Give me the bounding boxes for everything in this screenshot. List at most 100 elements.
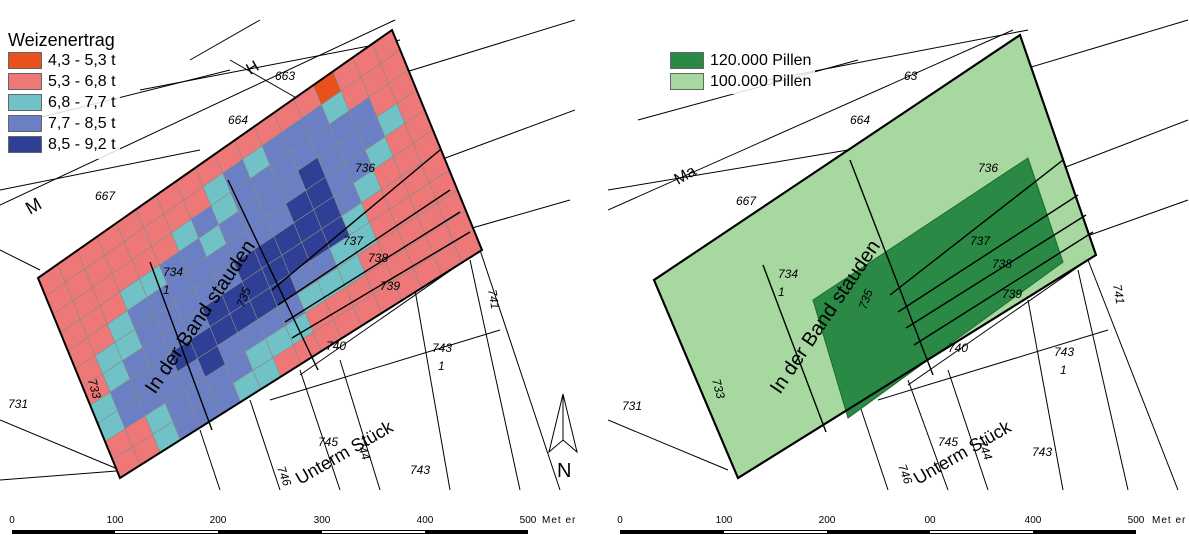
parcel-label: 746 — [274, 464, 294, 488]
street-name-label: Unterm Stück — [910, 416, 1015, 488]
cadastral-lines — [0, 19, 575, 490]
north-label: N — [557, 460, 572, 482]
legend-swatch — [8, 94, 42, 111]
parcel-label: 744 — [975, 438, 995, 462]
yield-legend-item: 4,3 - 5,3 t — [8, 50, 116, 71]
street-name-label: M — [22, 194, 45, 219]
north-arrow-icon — [548, 393, 578, 454]
parcel-label: 745 — [938, 435, 958, 449]
scale-unit-label: Met er — [542, 515, 577, 526]
parcel-label: 743 — [1054, 345, 1074, 359]
scale-unit-label: Met er — [1152, 515, 1187, 526]
parcel-label: 736 — [355, 161, 375, 175]
parcel-label: 741 — [1110, 283, 1127, 305]
street-name-label: H — [244, 58, 263, 79]
scale-tick-label: 200 — [818, 515, 836, 526]
scale-tick-label: 400 — [416, 515, 434, 526]
parcel-label: 743 — [432, 341, 452, 355]
parcel-label: 667 — [95, 189, 116, 203]
parcel-label: 734 — [778, 267, 798, 281]
yield-legend-title: Weizenertrag — [8, 30, 115, 50]
parcel-label: 738 — [368, 251, 388, 265]
seed-legend-item: 120.000 Pillen — [670, 50, 811, 71]
legend-label: 100.000 Pillen — [710, 72, 812, 90]
parcel-label: 63 — [904, 69, 918, 83]
parcel-label: 745 — [318, 435, 338, 449]
street-name-label: Unterm Stück — [292, 416, 397, 488]
parcel-label: 731 — [8, 397, 28, 411]
parcel-label: 743 — [1032, 445, 1052, 459]
legend-swatch — [670, 73, 704, 90]
parcel-label: 731 — [622, 399, 642, 413]
parcel-label: 740 — [948, 341, 968, 355]
yield-legend-item: 7,7 - 8,5 t — [8, 113, 116, 134]
yield-legend-item: 8,5 - 9,2 t — [8, 134, 116, 155]
parcel-label: 735 — [234, 285, 254, 309]
yield-grid — [38, 30, 482, 478]
parcel-lines — [149, 149, 471, 431]
legend-label: 5,3 - 6,8 t — [48, 72, 116, 90]
parcel-label: 744 — [353, 438, 373, 462]
parcel-label: 738 — [992, 257, 1012, 271]
yield-legend-item: 5,3 - 6,8 t — [8, 71, 116, 92]
right-scale-bar: 0 100 200 00 400 500 Met er — [617, 515, 1188, 535]
parcel-label: 1 — [1060, 363, 1067, 377]
parcel-label: 663 — [275, 69, 295, 83]
parcel-label: 734 — [163, 265, 183, 279]
scale-tick-label: 400 — [1024, 515, 1042, 526]
parcel-label: 735 — [856, 287, 876, 311]
parcel-label: 737 — [343, 234, 364, 248]
parcel-label: 739 — [1002, 287, 1022, 301]
parcel-label: 1 — [163, 283, 170, 297]
scale-tick-label: 300 — [313, 515, 331, 526]
legend-label: 8,5 - 9,2 t — [48, 135, 116, 153]
high-rate-zone — [812, 157, 1064, 419]
seed-legend: 120.000 Pillen 100.000 Pillen — [666, 48, 816, 94]
parcel-label: 664 — [850, 113, 870, 127]
parcel-label: 741 — [485, 288, 502, 310]
parcel-label: 1 — [438, 359, 445, 373]
scale-tick-label: 200 — [209, 515, 227, 526]
wheat-yield-map: 663 664 667 734 1 736 737 738 739 740 735 743 1 741 74… — [0, 19, 575, 490]
legend-swatch — [8, 136, 42, 153]
parcel-label: 667 — [736, 194, 757, 208]
parcel-label: 1 — [778, 285, 785, 299]
left-scale-bar: 0 100 200 300 400 500 Met er — [9, 515, 575, 535]
scale-tick-label: 500 — [519, 515, 537, 526]
parcel-label: 736 — [978, 161, 998, 175]
legend-swatch — [8, 52, 42, 69]
parcel-label: 733 — [85, 377, 104, 400]
parcel-label: 664 — [228, 113, 248, 127]
parcel-label: 733 — [709, 377, 728, 400]
scale-tick-label: 0 — [9, 515, 15, 526]
left-map-panel: 663 664 667 734 1 736 737 738 739 740 735 743 1 741 74… — [0, 0, 575, 490]
parcel-label: 737 — [970, 234, 991, 248]
scale-tick-label: 00 — [924, 515, 936, 526]
scale-tick-label: 500 — [1127, 515, 1145, 526]
legend-label: 4,3 - 5,3 t — [48, 51, 116, 69]
legend-swatch — [670, 52, 704, 69]
legend-label: 6,8 - 7,7 t — [48, 93, 116, 111]
parcel-label: 739 — [380, 279, 400, 293]
right-map-panel: 63 664 667 734 1 736 737 738 739 740 735 743 1 741 744… — [608, 0, 1189, 490]
scale-bar-graphic — [12, 530, 528, 534]
parcel-label: 743 — [410, 463, 430, 477]
seed-legend-item: 100.000 Pillen — [670, 71, 811, 92]
cadastral-lines — [608, 19, 1189, 490]
scale-tick-label: 100 — [715, 515, 733, 526]
parcel-lines — [762, 159, 1094, 433]
scale-tick-label: 100 — [106, 515, 124, 526]
legend-swatch — [8, 73, 42, 90]
legend-label: 120.000 Pillen — [710, 51, 812, 69]
yield-legend-item: 6,8 - 7,7 t — [8, 92, 116, 113]
street-name-label: Ma — [672, 163, 700, 189]
parcel-label: 740 — [326, 339, 346, 353]
field-boundary — [36, 28, 484, 480]
scale-tick-label: 0 — [617, 515, 623, 526]
field-boundary — [652, 33, 1098, 480]
legend-label: 7,7 - 8,5 t — [48, 114, 116, 132]
parcel-label: 746 — [895, 462, 915, 486]
scale-bar-graphic — [620, 530, 1136, 534]
legend-swatch — [8, 115, 42, 132]
